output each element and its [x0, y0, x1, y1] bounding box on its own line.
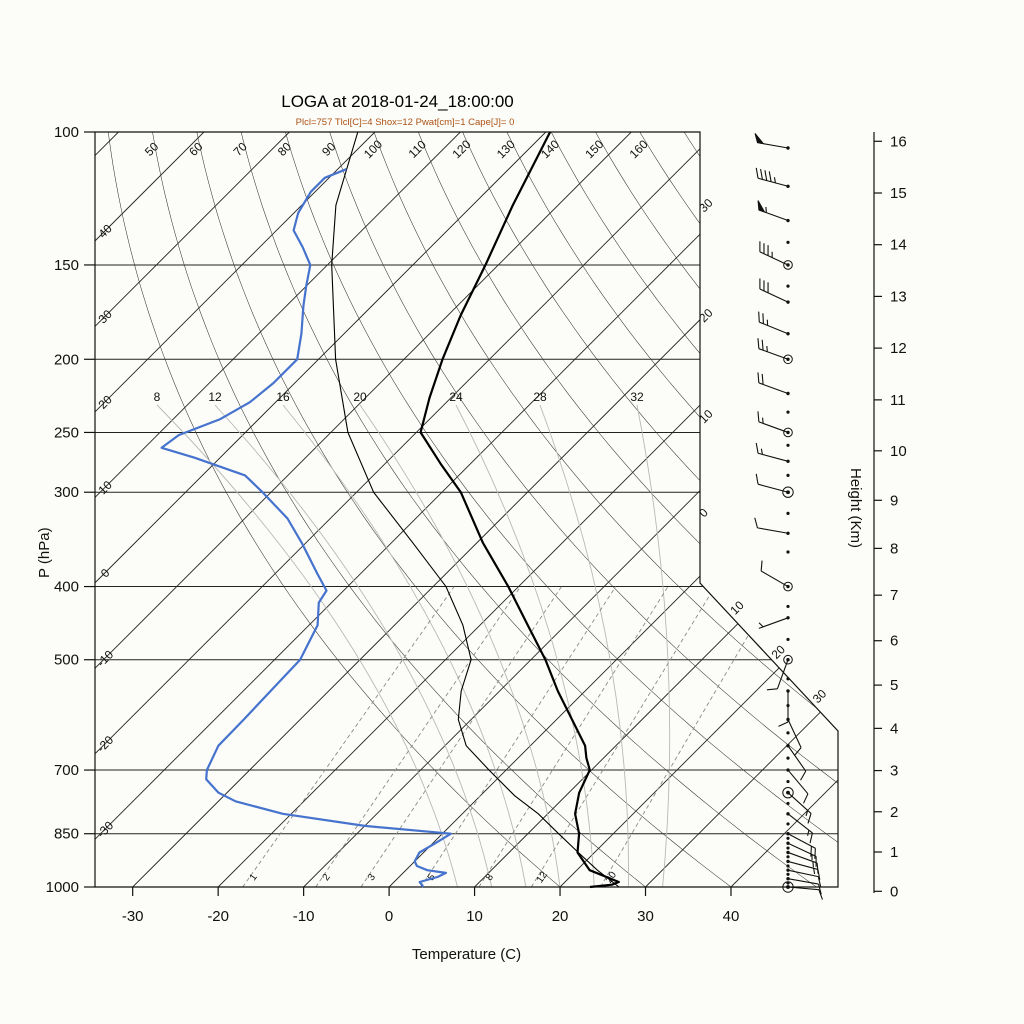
svg-text:150: 150	[54, 257, 79, 274]
mixing-ratio-lines	[242, 586, 778, 887]
svg-text:12: 12	[890, 340, 907, 357]
svg-text:12: 12	[208, 390, 222, 404]
svg-text:30: 30	[696, 196, 716, 216]
svg-text:9: 9	[890, 492, 898, 509]
svg-text:3: 3	[890, 763, 898, 780]
svg-text:11: 11	[890, 392, 906, 409]
svg-text:5: 5	[890, 677, 898, 694]
svg-text:5: 5	[426, 872, 438, 883]
svg-text:20: 20	[552, 908, 569, 925]
svg-text:16: 16	[890, 133, 907, 150]
svg-text:250: 250	[54, 424, 79, 441]
wind-barb-column	[754, 133, 823, 900]
svg-text:16: 16	[276, 390, 290, 404]
svg-text:1: 1	[248, 872, 260, 883]
svg-text:150: 150	[582, 137, 606, 161]
svg-text:400: 400	[54, 579, 79, 596]
parcel-path-curve	[331, 131, 620, 888]
dewpoint-curve	[160, 168, 452, 888]
dry-adiabat-lines	[107, 132, 838, 887]
svg-text:90: 90	[319, 139, 339, 159]
svg-text:20: 20	[353, 390, 367, 404]
svg-text:40: 40	[723, 908, 740, 925]
svg-text:-30: -30	[122, 908, 144, 925]
chart-subtitle: Plcl=757 Tlcl[C]=4 Shox=12 Pwat[cm]=1 Ca…	[295, 117, 515, 128]
svg-text:0: 0	[385, 908, 393, 925]
svg-text:8: 8	[484, 872, 496, 883]
svg-text:12: 12	[535, 869, 551, 885]
svg-text:24: 24	[449, 390, 463, 404]
svg-text:8: 8	[890, 540, 898, 557]
svg-text:10: 10	[890, 443, 907, 460]
svg-text:700: 700	[54, 762, 79, 779]
svg-text:500: 500	[54, 652, 79, 669]
svg-text:20: 20	[696, 306, 716, 326]
sounding-curves	[160, 131, 620, 889]
svg-text:2: 2	[321, 872, 333, 883]
chart-title: LOGA at 2018-01-24_18:00:00	[281, 92, 514, 111]
svg-text:120: 120	[450, 137, 474, 161]
svg-text:10: 10	[466, 908, 483, 925]
svg-text:15: 15	[890, 185, 907, 202]
svg-text:1000: 1000	[46, 879, 79, 896]
svg-text:20: 20	[769, 642, 789, 662]
svg-text:0: 0	[890, 883, 898, 900]
svg-text:30: 30	[637, 908, 654, 925]
svg-text:100: 100	[54, 124, 79, 141]
x-axis-label: Temperature (C)	[411, 946, 522, 963]
svg-text:7: 7	[890, 587, 898, 604]
temperature-curve	[419, 131, 620, 889]
svg-text:13: 13	[890, 288, 907, 305]
svg-text:3: 3	[366, 872, 378, 883]
svg-text:10: 10	[696, 407, 716, 427]
svg-text:80: 80	[275, 139, 295, 159]
svg-text:6: 6	[890, 633, 898, 650]
y-axis-label: P (hPa)	[36, 527, 53, 578]
svg-text:10: 10	[727, 598, 747, 618]
svg-text:2: 2	[890, 804, 898, 821]
svg-text:-10: -10	[293, 908, 315, 925]
height-axis-label: Height (Km)	[847, 468, 864, 549]
svg-text:60: 60	[186, 139, 206, 159]
svg-text:110: 110	[406, 137, 430, 161]
svg-text:14: 14	[890, 237, 907, 254]
svg-text:50: 50	[142, 139, 162, 159]
svg-text:32: 32	[630, 390, 644, 404]
svg-text:28: 28	[533, 390, 547, 404]
background-grid	[95, 132, 838, 887]
svg-text:8: 8	[154, 390, 161, 404]
svg-text:30: 30	[810, 686, 830, 706]
svg-text:100: 100	[361, 137, 385, 161]
svg-text:850: 850	[54, 826, 79, 843]
svg-text:1: 1	[890, 844, 898, 861]
svg-text:-20: -20	[207, 908, 229, 925]
svg-text:130: 130	[494, 137, 518, 161]
isotherm-lines	[95, 132, 838, 887]
svg-text:300: 300	[54, 484, 79, 501]
svg-text:200: 200	[54, 351, 79, 368]
svg-text:0: 0	[696, 505, 711, 520]
svg-text:4: 4	[890, 720, 898, 737]
moist-adiabat-lines	[156, 404, 671, 887]
svg-text:160: 160	[627, 137, 651, 161]
